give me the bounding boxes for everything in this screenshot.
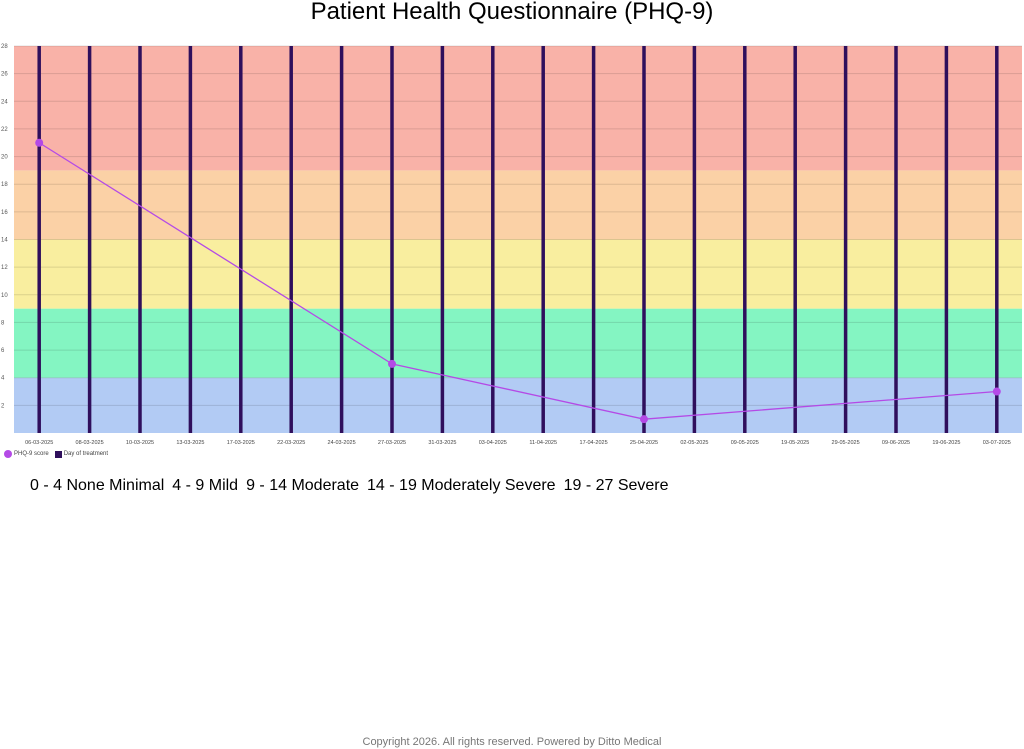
x-tick-label-19-06-2025: 19-06-2025 [932, 440, 960, 446]
x-tick-label-03-04-2025: 03-04-2025 [479, 440, 507, 446]
x-tick-label-09-06-2025: 09-06-2025 [882, 440, 910, 446]
score-point-27-03-2025 [388, 359, 396, 368]
severity-band-0 [14, 377, 1022, 433]
y-tick-label-26: 26 [1, 72, 8, 78]
y-tick-label-6: 6 [1, 348, 5, 354]
score-point-03-07-2025 [992, 387, 1001, 396]
y-tick-label-2: 2 [1, 403, 5, 409]
severity-band-2 [14, 239, 1022, 309]
treatment-bar-11-04-2025 [541, 46, 545, 433]
x-tick-label-02-05-2025: 02-05-2025 [680, 440, 708, 446]
x-tick-label-08-03-2025: 08-03-2025 [76, 440, 104, 446]
legend-score-marker [4, 450, 12, 458]
x-tick-label-13-03-2025: 13-03-2025 [176, 440, 204, 446]
y-tick-label-12: 12 [1, 265, 8, 271]
legend-day-marker [54, 450, 62, 458]
severity-band-3 [14, 170, 1022, 240]
treatment-bar-13-03-2025 [188, 46, 193, 433]
x-tick-label-17-03-2025: 17-03-2025 [227, 440, 255, 446]
legend-item-score[interactable]: PHQ-9 score [4, 450, 49, 458]
x-tick-label-09-05-2025: 09-05-2025 [731, 440, 759, 446]
y-tick-label-10: 10 [1, 293, 8, 299]
treatment-bar-09-06-2025 [894, 46, 898, 433]
x-tick-label-11-04-2025: 11-04-2025 [529, 440, 557, 446]
x-tick-label-24-03-2025: 24-03-2025 [328, 440, 356, 446]
treatment-bar-31-03-2025 [440, 46, 445, 433]
y-tick-label-20: 20 [1, 155, 8, 161]
treatment-bar-25-04-2025 [642, 46, 646, 433]
y-tick-label-24: 24 [1, 99, 8, 105]
x-axis-ticks: 06-03-2025 08-03-2025 10-03-2025 13-03-2025… [25, 440, 1011, 446]
treatment-bar-27-03-2025 [390, 46, 394, 433]
x-tick-label-25-04-2025: 25-04-2025 [630, 440, 658, 446]
treatment-bar-08-03-2025 [87, 46, 92, 433]
severity-ranges: 0 - 4 None Minimal 4 - 9 Mild 9 - 14 Mod… [30, 477, 669, 495]
range-none: 0 - 4 None Minimal [30, 477, 165, 494]
treatment-bar-03-07-2025 [995, 46, 999, 433]
y-tick-label-8: 8 [1, 320, 5, 326]
x-tick-label-29-05-2025: 29-05-2025 [832, 440, 860, 446]
y-tick-label-14: 14 [1, 238, 8, 244]
x-tick-label-19-05-2025: 19-05-2025 [781, 440, 809, 446]
legend-day-label: Day of treatment [63, 451, 109, 457]
range-mild: 4 - 9 Mild [172, 477, 239, 494]
treatment-bar-29-05-2025 [843, 46, 848, 433]
legend-score-label: PHQ-9 score [14, 451, 49, 457]
y-tick-label-16: 16 [1, 210, 8, 216]
score-point-25-04-2025 [640, 415, 648, 424]
severity-bands [14, 46, 1022, 433]
x-tick-label-03-07-2025: 03-07-2025 [983, 440, 1011, 446]
y-tick-label-22: 22 [1, 127, 8, 133]
treatment-bar-17-03-2025 [239, 46, 243, 433]
y-tick-label-18: 18 [1, 182, 8, 188]
treatment-day-bars [37, 46, 999, 433]
treatment-bar-24-03-2025 [339, 46, 344, 433]
range-moderately-severe: 14 - 19 Moderately Severe [367, 477, 556, 494]
treatment-bar-22-03-2025 [289, 46, 293, 433]
x-tick-label-10-03-2025: 10-03-2025 [126, 440, 154, 446]
range-severe: 19 - 27 Severe [563, 477, 669, 494]
chart-title: Patient Health Questionnaire (PHQ-9) [310, 0, 714, 25]
x-tick-label-17-04-2025: 17-04-2025 [580, 440, 608, 446]
legend-item-day[interactable]: Day of treatment [54, 450, 109, 458]
severity-band-1 [14, 308, 1022, 378]
treatment-bar-17-04-2025 [591, 46, 596, 433]
treatment-bar-19-06-2025 [944, 46, 949, 433]
x-tick-label-27-03-2025: 27-03-2025 [378, 440, 406, 446]
treatment-bar-02-05-2025 [692, 46, 697, 433]
treatment-bar-19-05-2025 [793, 46, 797, 433]
score-series-line [38, 142, 997, 420]
treatment-bar-10-03-2025 [138, 46, 142, 433]
score-line [35, 138, 1001, 424]
range-moderate: 9 - 14 Moderate [246, 477, 360, 494]
gridlines [14, 45, 1022, 406]
x-tick-label-06-03-2025: 06-03-2025 [25, 440, 53, 446]
chart-legend: PHQ-9 score Day of treatment [4, 450, 108, 458]
x-tick-label-22-03-2025: 22-03-2025 [277, 440, 305, 446]
severity-band-4 [14, 46, 1022, 171]
treatment-bar-09-05-2025 [743, 46, 747, 433]
score-point-06-03-2025 [35, 138, 44, 147]
y-tick-label-28: 28 [1, 44, 8, 50]
treatment-bar-06-03-2025 [37, 46, 41, 433]
x-tick-label-31-03-2025: 31-03-2025 [428, 440, 456, 446]
footer-copyright: Copyright 2026. All rights reserved. Pow… [362, 736, 662, 748]
y-tick-label-4: 4 [1, 376, 5, 382]
treatment-bar-03-04-2025 [491, 46, 495, 433]
